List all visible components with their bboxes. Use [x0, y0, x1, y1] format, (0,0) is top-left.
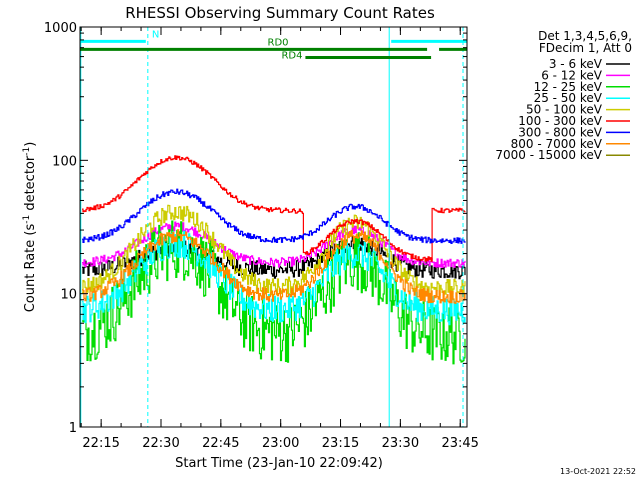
tick-layer: 22:15 22:30 22:45 23:00 23:15 23:30 23:45 1 10 10… [44, 21, 479, 451]
y-tick-label-1: 10 [60, 288, 77, 303]
legend-label-7: 800 - 7000 keV [511, 137, 603, 151]
y-label-mid: detector [23, 155, 38, 215]
x-tick-label-4: 23:15 [322, 436, 359, 451]
y-tick-label-2: 100 [52, 154, 77, 169]
legend-label-6: 300 - 800 keV [518, 125, 602, 139]
flag-label-rd0: RD0 [268, 37, 289, 48]
y-axis-label: Count Rate (s-1 detector-1) [22, 142, 38, 313]
legend-label-4: 50 - 100 keV [526, 103, 603, 117]
x-tick-label-1: 22:30 [142, 436, 179, 451]
legend-label-8: 7000 - 15000 keV [495, 148, 602, 162]
timestamp: 13-Oct-2021 22:52 [560, 467, 636, 476]
y-label-sup1: -1 [22, 215, 32, 224]
series-line-3 [82, 230, 466, 326]
series-line-5 [82, 155, 466, 262]
x-tick-label-3: 23:00 [262, 436, 299, 451]
x-tick-label-5: 23:30 [382, 436, 419, 451]
x-tick-label-6: 23:45 [441, 436, 478, 451]
flag-label-rd4: RD4 [281, 51, 302, 62]
legend-label-1: 6 - 12 keV [541, 68, 603, 82]
y-tick-label-0: 1 [69, 421, 77, 436]
y-tick-label-3: 1000 [44, 21, 77, 36]
y-label-end: ) [23, 142, 38, 147]
flag-label-n: N [152, 29, 159, 40]
vline-layer [80, 27, 464, 427]
series-layer [82, 155, 466, 365]
y-label-sup2: -1 [22, 147, 32, 156]
chart-title: RHESSI Observing Summary Count Rates [125, 4, 435, 22]
series-line-7 [82, 229, 466, 304]
y-label-main: Count Rate (s [23, 224, 38, 313]
x-axis-label: Start Time (23-Jan-10 22:09:42) [175, 456, 383, 471]
legend-label-2: 12 - 25 keV [534, 80, 603, 94]
legend-label-5: 100 - 300 keV [518, 114, 602, 128]
legend-header-1: Det 1,3,4,5,6,9, [538, 29, 632, 43]
x-tick-label-0: 22:15 [82, 436, 119, 451]
series-line-6 [82, 188, 466, 244]
series-line-1 [82, 221, 466, 268]
legend-header-2: FDecim 1, Att 0 [539, 41, 632, 55]
flag-layer: N RD0 RD4 [80, 29, 467, 62]
legend-label-0: 3 - 6 keV [549, 57, 603, 71]
plot-frame [79, 26, 468, 428]
legend-label-3: 25 - 50 keV [534, 91, 603, 105]
legend: Det 1,3,4,5,6,9, FDecim 1, Att 0 3 - 6 k… [495, 29, 632, 162]
x-tick-label-2: 22:45 [202, 436, 239, 451]
